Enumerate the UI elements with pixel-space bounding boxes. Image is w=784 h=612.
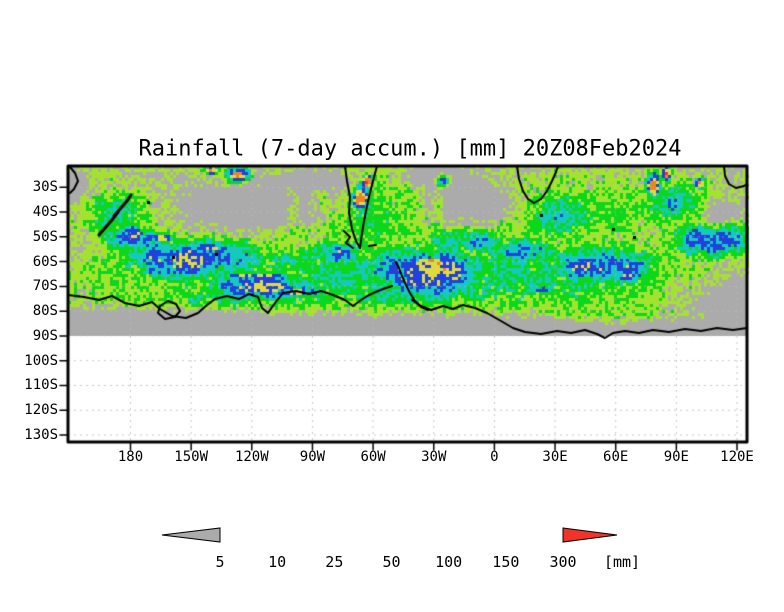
- lat-label: 100S: [24, 352, 58, 369]
- colorbar-value-label: 50: [382, 553, 400, 571]
- lon-label: 150W: [174, 449, 208, 465]
- colorbar-value-label: 100: [435, 553, 462, 571]
- colorbar-value-label: 150: [492, 553, 519, 571]
- lon-label: 30W: [421, 449, 447, 465]
- colorbar-value-label: 5: [215, 553, 224, 571]
- lat-label: 120S: [24, 402, 58, 419]
- lon-label: 60E: [603, 449, 629, 465]
- lat-label: 30S: [32, 179, 58, 196]
- lon-label: 90W: [299, 449, 326, 465]
- lon-label: 120E: [720, 449, 754, 465]
- lon-label: 180: [117, 449, 144, 465]
- lon-label: 120W: [234, 449, 269, 465]
- lat-label: 110S: [24, 377, 58, 394]
- colorbar-arrow-right: [562, 527, 618, 543]
- colorbar-unit-label: [mm]: [604, 553, 640, 571]
- colorbar-arrow-left: [161, 527, 221, 543]
- lat-label: 40S: [32, 204, 58, 221]
- colorbar: 5 10 25 50 100 150 300 [mm]: [161, 527, 640, 571]
- lon-label: 0: [490, 449, 499, 465]
- lat-label: 90S: [32, 327, 58, 344]
- lat-label: 60S: [32, 253, 58, 270]
- lon-label: 60W: [360, 449, 386, 465]
- lat-label: 70S: [32, 278, 58, 295]
- chart-title: Rainfall (7-day accum.) [mm] 20Z08Feb202…: [138, 136, 682, 162]
- lat-label: 80S: [32, 303, 58, 320]
- lat-label: 50S: [32, 228, 58, 245]
- lon-label: 30E: [542, 449, 568, 465]
- lat-label: 130S: [24, 427, 58, 443]
- colorbar-value-label: 300: [549, 553, 576, 571]
- lon-label: 90E: [663, 449, 689, 465]
- colorbar-value-label: 10: [268, 553, 286, 571]
- colorbar-value-label: 25: [325, 553, 343, 571]
